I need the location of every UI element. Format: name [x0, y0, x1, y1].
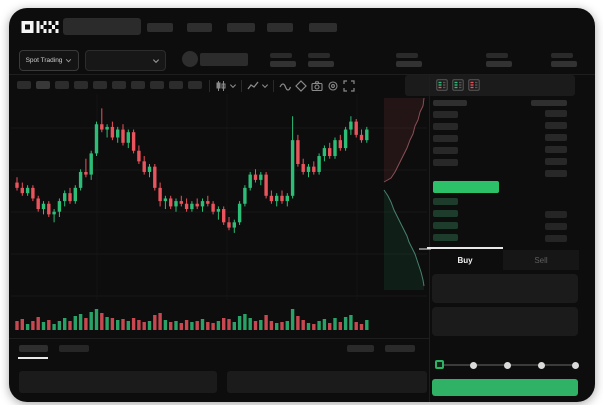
okx-logo[interactable] [19, 20, 61, 34]
pair-selector-dropdown[interactable] [85, 50, 166, 71]
header-divider [9, 74, 595, 75]
sell-tab-label: Sell [534, 255, 548, 265]
candlestick-chart[interactable] [11, 94, 427, 338]
buy-tab-label: Buy [457, 255, 473, 265]
ticker-stat-value [486, 61, 512, 67]
last-price-bar[interactable] [433, 181, 499, 193]
bottom-panel-action-1[interactable] [347, 345, 374, 352]
buy-submit-button[interactable] [432, 379, 578, 396]
bid-row-price[interactable] [433, 234, 458, 241]
timeframe-button[interactable] [131, 81, 145, 89]
ask-row-amount[interactable] [545, 146, 567, 153]
ask-row-amount[interactable] [545, 170, 567, 177]
app-window: Spot Trading Buy Sell [9, 8, 595, 402]
ask-row-price[interactable] [433, 123, 458, 130]
bottom-row-placeholder [227, 371, 427, 393]
market-type-label: Spot Trading [25, 57, 63, 64]
orderbook-header-price [433, 100, 467, 106]
bottom-panel-action-2[interactable] [385, 345, 415, 352]
bid-row-price[interactable] [433, 198, 458, 205]
panel-divider-vertical [429, 74, 430, 402]
timeframe-button[interactable] [74, 81, 88, 89]
tab-sell[interactable]: Sell [503, 250, 579, 270]
timeframe-button[interactable] [36, 81, 50, 89]
orderbook-header-amount [531, 100, 567, 106]
nav-item-placeholder[interactable] [187, 23, 212, 32]
line-tool-icon[interactable] [279, 80, 291, 92]
orderbook-layout-all-icon[interactable] [436, 79, 448, 91]
bid-row-amount[interactable] [545, 223, 567, 230]
ask-row-price[interactable] [433, 111, 458, 118]
ticker-stat-value [308, 61, 334, 67]
ask-row-price[interactable] [433, 159, 458, 166]
ask-row-amount[interactable] [545, 158, 567, 165]
price-input[interactable] [432, 274, 578, 303]
ask-row-price[interactable] [433, 135, 458, 142]
indicators-icon[interactable] [247, 80, 259, 92]
depth-mid-marker [419, 248, 431, 250]
bottom-tab-indicator [18, 357, 48, 359]
camera-icon[interactable] [311, 80, 323, 92]
timeframe-button[interactable] [55, 81, 69, 89]
ask-row-amount[interactable] [545, 110, 567, 117]
ticker-stat-label [486, 53, 508, 58]
bid-row-amount[interactable] [545, 211, 567, 218]
chevron-down-icon[interactable] [229, 80, 237, 92]
nav-item-placeholder[interactable] [267, 23, 293, 32]
tab-buy[interactable]: Buy [427, 250, 503, 270]
settings-icon[interactable] [327, 80, 339, 92]
search-bar[interactable] [63, 18, 141, 35]
ticker-stat-label [270, 53, 292, 58]
ticker-stat-label [396, 53, 418, 58]
pair-name-placeholder [200, 53, 248, 66]
bottom-tab-active[interactable] [19, 345, 48, 352]
bid-row-price[interactable] [433, 210, 458, 217]
ask-row-amount[interactable] [545, 134, 567, 141]
chevron-down-icon[interactable] [261, 80, 269, 92]
ticker-stat-value [551, 61, 577, 67]
bid-row-price[interactable] [433, 222, 458, 229]
slider-handle[interactable] [435, 360, 444, 369]
market-type-dropdown[interactable]: Spot Trading [19, 50, 79, 71]
ticker-stat-label [551, 53, 573, 58]
buy-tab-indicator [427, 247, 503, 249]
timeframe-button[interactable] [150, 81, 164, 89]
slider-step-dot[interactable] [538, 362, 545, 369]
candle-type-icon[interactable] [215, 80, 227, 92]
slider-step-dot[interactable] [572, 362, 579, 369]
bid-row-amount[interactable] [545, 235, 567, 242]
nav-item-placeholder[interactable] [147, 23, 173, 32]
chevron-down-icon [66, 59, 72, 63]
draw-tool-icon[interactable] [295, 80, 307, 92]
ticker-stat-label [308, 53, 330, 58]
bottom-row-placeholder [19, 371, 217, 393]
orderbook-toolbar [405, 75, 575, 96]
slider-step-dot[interactable] [470, 362, 477, 369]
ticker-stat-value [396, 61, 422, 67]
timeframe-button[interactable] [112, 81, 126, 89]
nav-item-placeholder[interactable] [227, 23, 255, 32]
ask-row-price[interactable] [433, 147, 458, 154]
coin-avatar [182, 51, 198, 67]
fullscreen-icon[interactable] [343, 80, 355, 92]
ask-row-amount[interactable] [545, 122, 567, 129]
timeframe-button[interactable] [169, 81, 183, 89]
timeframe-button[interactable] [17, 81, 31, 89]
panel-divider-horizontal [9, 338, 429, 339]
nav-item-placeholder[interactable] [309, 23, 337, 32]
amount-input[interactable] [432, 307, 578, 336]
orderbook-layout-bids-icon[interactable] [452, 79, 464, 91]
chevron-down-icon [152, 59, 160, 64]
timeframe-button[interactable] [188, 81, 202, 89]
slider-step-dot[interactable] [504, 362, 511, 369]
ticker-stat-value [270, 61, 296, 67]
timeframe-button[interactable] [93, 81, 107, 89]
orderbook-layout-asks-icon[interactable] [468, 79, 480, 91]
bottom-tab-2[interactable] [59, 345, 89, 352]
